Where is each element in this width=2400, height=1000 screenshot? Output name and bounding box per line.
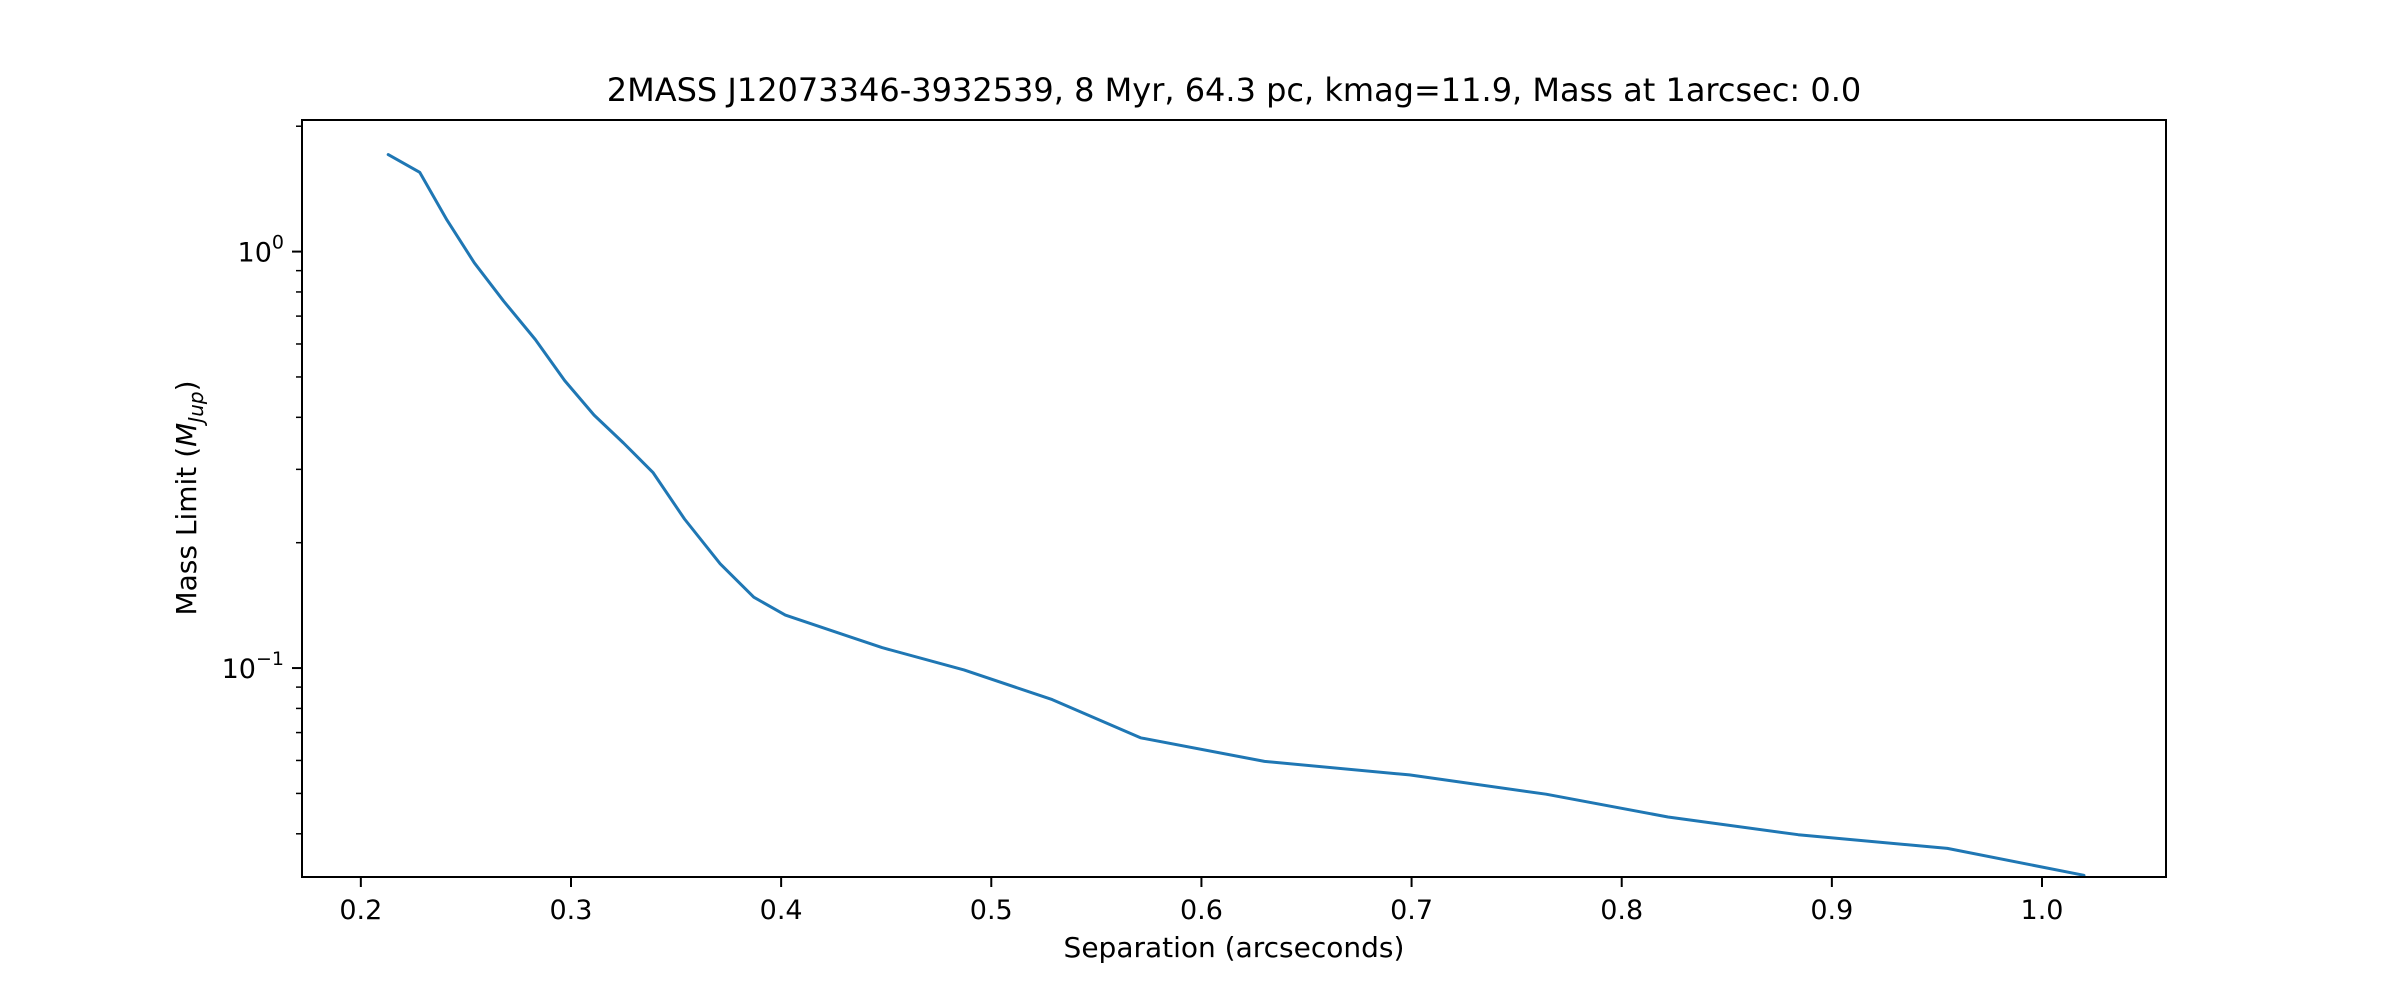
- y-tick-label: 10−1: [222, 648, 284, 685]
- chart-title: 2MASS J12073346-3932539, 8 Myr, 64.3 pc,…: [607, 71, 1862, 109]
- x-tick-label: 0.2: [339, 895, 382, 926]
- x-tick-label: 0.3: [550, 895, 593, 926]
- y-tick-base: 10: [222, 654, 256, 685]
- x-tick-label: 0.5: [970, 895, 1013, 926]
- y-tick-exponent: 0: [272, 232, 284, 254]
- y-tick-label: 100: [238, 232, 284, 269]
- x-axis-label: Separation (arcseconds): [1064, 931, 1405, 964]
- y-axis-label-prefix: Mass Limit (: [170, 447, 203, 616]
- plot-area: [386, 153, 2086, 877]
- y-axis-label-symbol: M: [170, 423, 203, 447]
- x-tick-label: 0.9: [1810, 895, 1853, 926]
- x-axis: 0.2 0.3 0.4 0.5 0.6 0.7 0.8 0.9 1.0: [339, 877, 2063, 926]
- y-axis-label-subscript: Jup: [184, 391, 208, 426]
- series-line: [386, 153, 2086, 877]
- y-axis-label-suffix: ): [170, 380, 203, 391]
- y-axis-label: Mass Limit (MJup): [170, 380, 208, 615]
- x-tick-label: 0.7: [1390, 895, 1433, 926]
- plot-frame: [301, 119, 2167, 878]
- y-tick-base: 10: [238, 238, 272, 269]
- x-tick-label: 1.0: [2021, 895, 2064, 926]
- x-tick-label: 0.4: [760, 895, 803, 926]
- x-tick-label: 0.8: [1600, 895, 1643, 926]
- y-tick-exponent: −1: [256, 648, 284, 670]
- x-tick-label: 0.6: [1180, 895, 1223, 926]
